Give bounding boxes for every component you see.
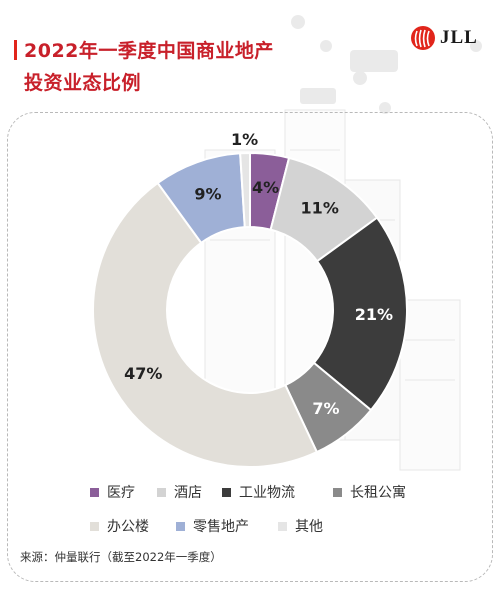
legend-item-零售地产: 零售地产 (176, 516, 249, 536)
slice-工业物流 (312, 216, 408, 412)
legend-swatch (90, 521, 99, 531)
logo-text: JLL (440, 27, 478, 48)
legend-item-医疗: 医疗 (90, 482, 135, 502)
legend-label: 酒店 (174, 485, 202, 501)
legend-item-办公楼: 办公楼 (90, 516, 149, 536)
slice-其他 (239, 151, 251, 229)
legend-label: 其他 (295, 519, 323, 535)
slice-label-医疗: 4% (252, 178, 279, 197)
legend-label: 办公楼 (107, 519, 149, 535)
title-accent-bar (14, 40, 17, 60)
slice-label-工业物流: 21% (355, 305, 393, 324)
slice-label-酒店: 11% (301, 198, 339, 217)
slice-label-办公楼: 47% (124, 364, 162, 383)
legend-label: 零售地产 (193, 519, 249, 535)
legend-swatch (176, 521, 185, 531)
legend-swatch (222, 487, 231, 497)
legend-swatch (278, 521, 287, 531)
jll-logo: JLL (410, 25, 478, 51)
slice-label-长租公寓: 7% (312, 399, 339, 418)
chart-card (7, 112, 493, 582)
legend-label: 医疗 (107, 485, 135, 501)
legend-swatch (333, 487, 342, 497)
legend-label: 工业物流 (239, 485, 295, 501)
legend-label: 长租公寓 (350, 485, 406, 501)
legend-item-其他: 其他 (278, 516, 323, 536)
chart-title-line-1: 2022年一季度中国商业地产 (24, 40, 274, 62)
legend-item-长租公寓: 长租公寓 (333, 482, 406, 502)
jll-logo-mark-icon (411, 26, 435, 50)
legend-item-酒店: 酒店 (157, 482, 202, 502)
legend-swatch (157, 487, 166, 497)
slice-label-其他: 1% (231, 130, 258, 149)
chart-title-line-2: 投资业态比例 (24, 72, 142, 94)
slice-label-零售地产: 9% (194, 184, 221, 203)
legend-item-工业物流: 工业物流 (222, 482, 295, 502)
source-note: 来源：仲量联行（截至2022年一季度） (20, 550, 222, 564)
slice-办公楼 (92, 181, 319, 468)
legend-swatch (90, 487, 99, 497)
